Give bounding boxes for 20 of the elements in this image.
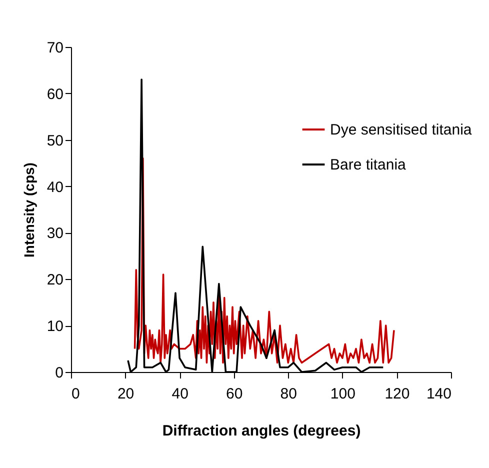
y-tick-label: 10	[46, 318, 64, 336]
y-tick-label: 70	[46, 40, 64, 56]
x-axis-title: Diffraction angles (degrees)	[162, 422, 361, 440]
legend-label: Bare titania	[330, 156, 407, 174]
y-tick-label: 60	[46, 86, 64, 103]
legend-label: Dye sensitised titania	[330, 122, 472, 138]
x-tick-label: 140	[426, 386, 452, 402]
x-tick-label: 80	[280, 386, 297, 402]
y-tick-label: 0	[55, 364, 64, 382]
x-tick-label: 120	[384, 386, 410, 402]
y-tick-label: 50	[46, 132, 64, 150]
x-tick-label: 100	[330, 386, 356, 402]
x-tick-label: 60	[226, 386, 243, 402]
x-tick-label: 0	[72, 386, 80, 402]
x-tick-label: 40	[172, 386, 188, 402]
y-axis-title: Intensity (cps)	[20, 162, 37, 258]
x-tick-label: 20	[117, 386, 134, 402]
y-tick-label: 40	[46, 178, 64, 196]
y-tick-label: 20	[46, 272, 64, 289]
y-tick-label: 30	[46, 225, 64, 242]
